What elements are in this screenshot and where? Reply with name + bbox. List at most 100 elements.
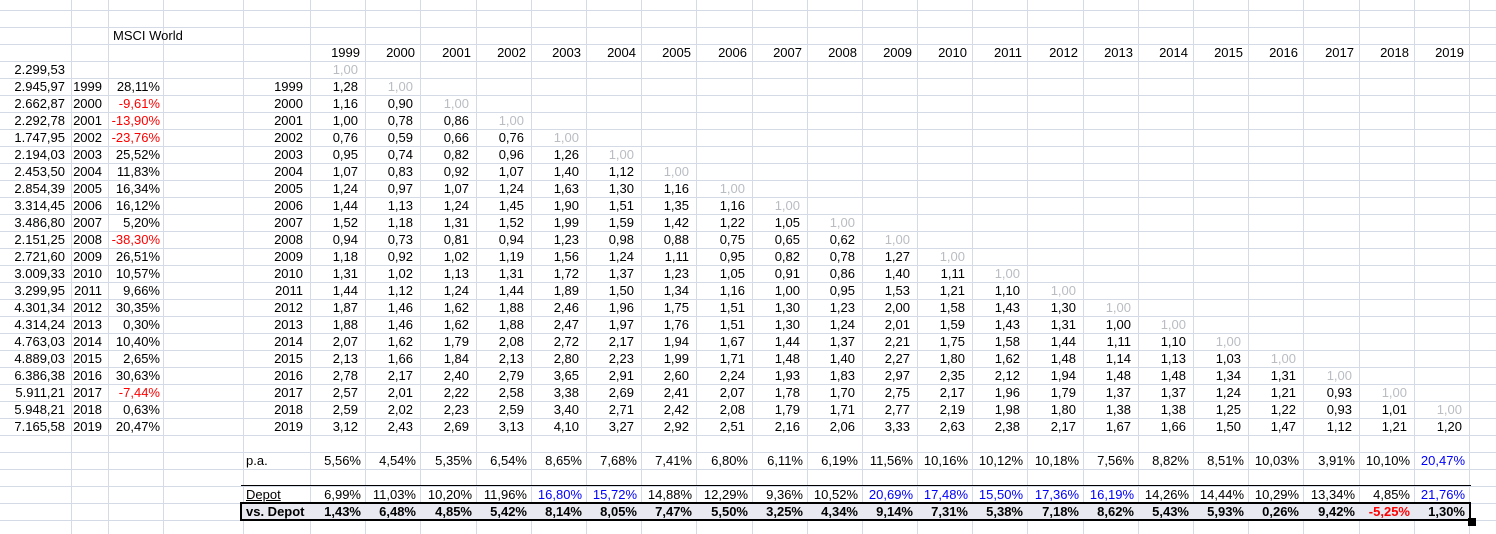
index-return-cell[interactable]: 11,83% [116,164,160,179]
matrix-cell[interactable]: 1,71 [829,402,855,417]
matrix-col-header[interactable]: 2019 [1435,45,1464,60]
vs-depot-value-cell[interactable]: 9,14% [876,504,913,519]
matrix-cell[interactable]: 1,31 [1270,368,1296,383]
matrix-diagonal-cell[interactable]: 1,00 [939,249,965,264]
matrix-cell[interactable]: 2,01 [884,317,910,332]
matrix-cell[interactable]: 0,97 [387,181,413,196]
matrix-cell[interactable]: 2,00 [884,300,910,315]
vs-depot-value-cell[interactable]: 1,30% [1428,504,1465,519]
matrix-row-label[interactable]: 2007 [274,215,303,230]
pa-value-cell[interactable]: 11,56% [869,453,913,468]
matrix-cell[interactable]: 0,90 [387,96,413,111]
matrix-cell[interactable]: 0,92 [387,249,413,264]
matrix-cell[interactable]: 4,10 [553,419,579,434]
matrix-cell[interactable]: 1,51 [719,300,745,315]
matrix-cell[interactable]: 1,19 [498,249,524,264]
matrix-cell[interactable]: 1,47 [1270,419,1296,434]
matrix-cell[interactable]: 1,34 [1215,368,1241,383]
matrix-cell[interactable]: 3,12 [332,419,358,434]
matrix-cell[interactable]: 0,86 [829,266,855,281]
matrix-cell[interactable]: 1,50 [1215,419,1241,434]
matrix-cell[interactable]: 1,98 [994,402,1020,417]
matrix-cell[interactable]: 1,44 [1050,334,1076,349]
matrix-cell[interactable]: 2,35 [939,368,965,383]
matrix-cell[interactable]: 1,37 [1105,385,1131,400]
matrix-cell[interactable]: 0,98 [608,232,634,247]
index-value-cell[interactable]: 6.386,38 [14,368,65,383]
matrix-cell[interactable]: 1,21 [1270,385,1296,400]
matrix-cell[interactable]: 1,44 [332,198,358,213]
depot-value-cell[interactable]: 20,69% [868,487,913,502]
matrix-cell[interactable]: 1,05 [774,215,800,230]
matrix-row-label[interactable]: 2018 [274,402,303,417]
matrix-cell[interactable]: 1,52 [498,215,524,230]
pa-value-cell[interactable]: 5,35% [435,453,472,468]
matrix-row-label[interactable]: 2010 [274,266,303,281]
index-return-cell[interactable]: 16,34% [115,181,160,196]
vs-depot-value-cell[interactable]: 3,25% [766,504,803,519]
index-value-cell[interactable]: 2.299,53 [14,62,65,77]
index-value-cell[interactable]: 4.889,03 [14,351,65,366]
matrix-cell[interactable]: 1,12 [1326,419,1352,434]
matrix-cell[interactable]: 0,76 [498,130,524,145]
matrix-cell[interactable]: 0,81 [443,232,469,247]
matrix-cell[interactable]: 1,37 [1160,385,1186,400]
index-year-cell[interactable]: 2012 [73,300,102,315]
matrix-cell[interactable]: 1,25 [1215,402,1241,417]
pa-value-cell[interactable]: 3,91% [1318,453,1355,468]
index-value-cell[interactable]: 5.911,21 [15,385,65,400]
index-value-cell[interactable]: 3.009,33 [14,266,65,281]
matrix-cell[interactable]: 1,05 [719,266,745,281]
matrix-cell[interactable]: 2,17 [608,334,634,349]
matrix-cell[interactable]: 2,23 [608,351,634,366]
matrix-row-label[interactable]: 2005 [274,181,303,196]
matrix-cell[interactable]: 1,13 [387,198,413,213]
matrix-cell[interactable]: 1,18 [387,215,413,230]
matrix-cell[interactable]: 1,79 [443,334,469,349]
matrix-cell[interactable]: 1,21 [939,283,965,298]
matrix-cell[interactable]: 1,00 [332,113,358,128]
depot-value-cell[interactable]: 14,26% [1144,487,1189,502]
matrix-cell[interactable]: 0,62 [829,232,855,247]
index-year-cell[interactable]: 2001 [73,113,102,128]
matrix-cell[interactable]: 0,65 [774,232,800,247]
matrix-col-header[interactable]: 2013 [1104,45,1133,60]
matrix-cell[interactable]: 1,42 [663,215,689,230]
index-value-cell[interactable]: 2.292,78 [14,113,65,128]
matrix-cell[interactable]: 1,51 [608,198,634,213]
matrix-cell[interactable]: 1,48 [1105,368,1131,383]
index-year-cell[interactable]: 1999 [73,79,102,94]
index-year-cell[interactable]: 2003 [73,147,102,162]
matrix-cell[interactable]: 1,30 [608,181,634,196]
matrix-cell[interactable]: 0,73 [387,232,413,247]
depot-value-cell[interactable]: 10,52% [813,487,858,502]
index-return-cell[interactable]: 20,47% [115,419,160,434]
matrix-cell[interactable]: 1,30 [1050,300,1076,315]
matrix-cell[interactable]: 1,31 [443,215,469,230]
matrix-cell[interactable]: 2,21 [884,334,910,349]
matrix-cell[interactable]: 2,78 [332,368,358,383]
matrix-cell[interactable]: 1,10 [1160,334,1186,349]
matrix-cell[interactable]: 3,65 [553,368,579,383]
matrix-cell[interactable]: 2,06 [829,419,855,434]
index-return-cell[interactable]: 30,35% [115,300,160,315]
matrix-col-header[interactable]: 2014 [1159,45,1188,60]
matrix-col-header[interactable]: 2003 [552,45,581,60]
index-year-cell[interactable]: 2014 [73,334,102,349]
vs-depot-value-cell[interactable]: 5,93% [1207,504,1244,519]
matrix-cell[interactable]: 1,76 [663,317,689,332]
selection-fill-handle[interactable] [1468,518,1476,526]
matrix-row-label[interactable]: 2000 [274,96,303,111]
matrix-cell[interactable]: 2,17 [1050,419,1076,434]
matrix-cell[interactable]: 3,38 [553,385,579,400]
matrix-cell[interactable]: 1,50 [608,283,634,298]
index-return-cell[interactable]: 10,40% [115,334,160,349]
index-return-cell[interactable]: 30,63% [115,368,160,383]
matrix-cell[interactable]: 1,75 [663,300,689,315]
index-year-cell[interactable]: 2006 [73,198,102,213]
matrix-cell[interactable]: 2,08 [719,402,745,417]
matrix-col-header[interactable]: 2000 [386,45,415,60]
pa-value-cell[interactable]: 10,03% [1254,453,1299,468]
matrix-cell[interactable]: 2,91 [608,368,634,383]
matrix-col-header[interactable]: 2012 [1049,45,1078,60]
